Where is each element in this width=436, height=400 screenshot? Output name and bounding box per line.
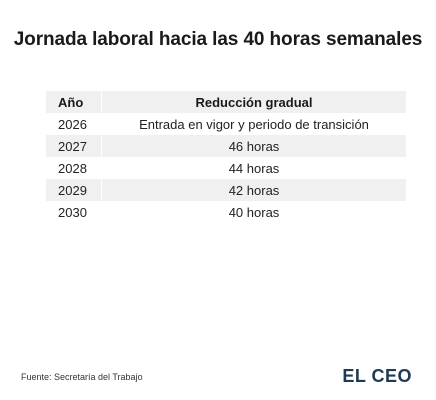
header-reduction: Reducción gradual <box>195 94 313 110</box>
cell-year: 2027 <box>58 138 87 154</box>
header-year: Año <box>58 94 84 110</box>
cell-reduction: 40 horas <box>228 204 280 220</box>
source-note: Fuente: Secretaría del Trabajo <box>21 372 143 382</box>
column-divider <box>101 135 102 157</box>
cell-year: 2028 <box>58 160 87 176</box>
cell-year: 2029 <box>58 182 87 198</box>
data-table: Año Reducción gradual 2026 Entrada en vi… <box>46 91 406 223</box>
table-row: 2030 40 horas <box>46 201 406 223</box>
table-row: 2026 Entrada en vigor y periodo de trans… <box>46 113 406 135</box>
column-divider <box>101 157 102 179</box>
cell-year: 2030 <box>58 204 87 220</box>
cell-reduction: Entrada en vigor y periodo de transición <box>139 116 369 132</box>
column-divider <box>101 113 102 135</box>
cell-reduction: 46 horas <box>228 138 280 154</box>
chart-title: Jornada laboral hacia las 40 horas seman… <box>13 29 423 50</box>
table-header-row: Año Reducción gradual <box>46 91 406 113</box>
table-row: 2029 42 horas <box>46 179 406 201</box>
cell-reduction: 44 horas <box>228 160 280 176</box>
brand-logo: EL CEO <box>342 366 412 386</box>
column-divider <box>101 91 102 113</box>
column-divider <box>101 179 102 201</box>
column-divider <box>101 201 102 223</box>
cell-reduction: 42 horas <box>228 182 280 198</box>
table-row: 2028 44 horas <box>46 157 406 179</box>
table-row: 2027 46 horas <box>46 135 406 157</box>
cell-year: 2026 <box>58 116 87 132</box>
